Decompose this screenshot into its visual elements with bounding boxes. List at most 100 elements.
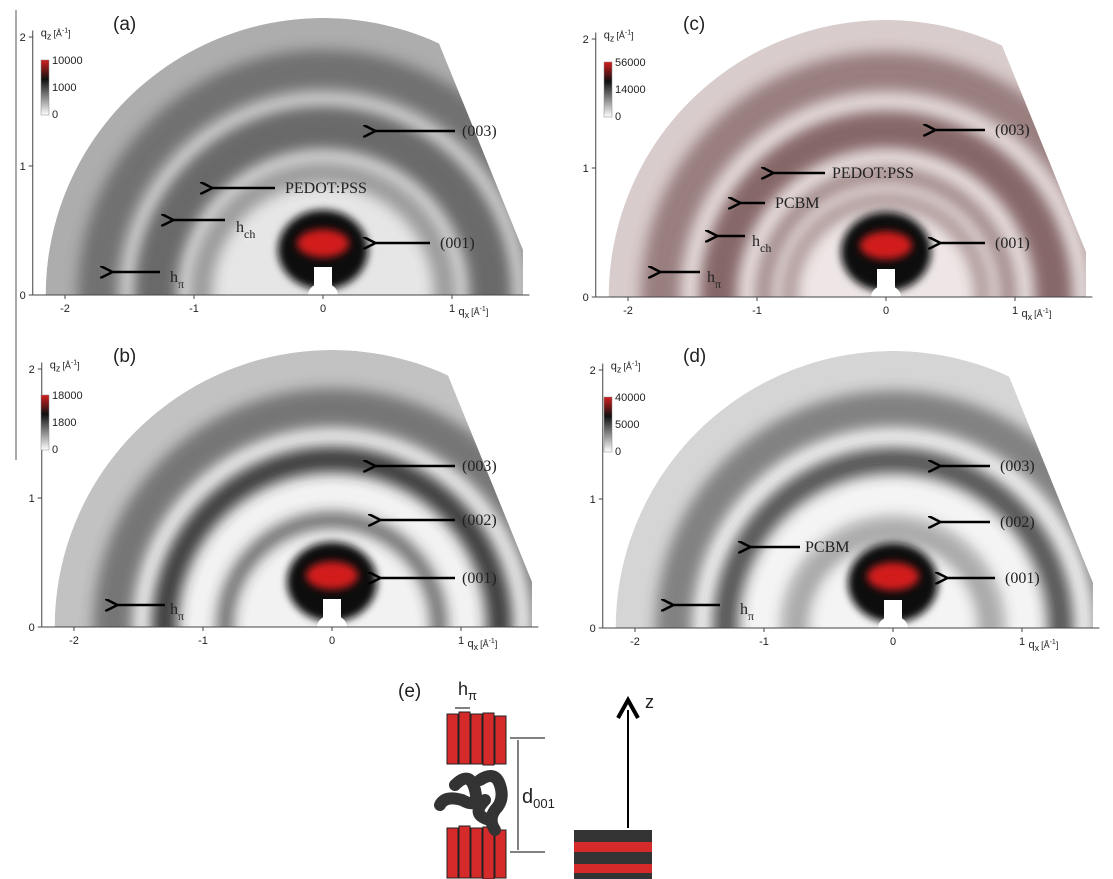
unit-exp: -1 [480, 306, 486, 313]
q-sub: x [474, 642, 479, 652]
z-arrow [616, 695, 640, 719]
annotation-text: (003) [1000, 458, 1035, 475]
d: d [522, 786, 533, 808]
unit-close: ] [68, 29, 71, 39]
colorbar [40, 394, 50, 451]
unit: [Å [1041, 640, 1050, 650]
q: q [604, 30, 610, 42]
unit-exp: -1 [625, 30, 631, 37]
annotation-text: h [707, 269, 715, 286]
z-label: z [645, 692, 654, 712]
x-tick-label: -1 [759, 636, 769, 648]
y-tick-label: 2 [20, 32, 26, 44]
annotation: (001) [995, 235, 1030, 252]
h-label: hπ [458, 679, 477, 703]
annotation: (001) [1005, 570, 1040, 587]
scattering-pattern [615, 350, 1093, 628]
annotation: hch [236, 219, 255, 241]
annotation-sub: π [178, 277, 184, 291]
colorbar-label: 14000 [615, 84, 646, 96]
axis-label: qx [Å-1] [1028, 639, 1058, 653]
panel-label: (c) [683, 14, 705, 35]
annotation-text: h [170, 601, 178, 618]
annotation-text: h [740, 601, 748, 618]
colorbar-label: 0 [52, 444, 58, 456]
q: q [611, 361, 617, 373]
q: q [1028, 639, 1034, 651]
chains [434, 770, 508, 836]
x-tick-label: 1 [458, 635, 464, 647]
x-tick-label: -2 [60, 303, 70, 315]
beamstop-base [878, 616, 908, 628]
x-tick-label: 0 [329, 635, 335, 647]
axis-label: qz [Å-1] [50, 360, 80, 374]
annotation: (003) [462, 123, 497, 140]
spot [860, 231, 912, 260]
q: q [458, 306, 464, 318]
unit-close: ] [495, 639, 498, 649]
colorbar-label: 0 [615, 446, 621, 458]
annotation: hπ [707, 269, 721, 291]
annotation: (001) [440, 235, 475, 252]
axis-label: qz [Å-1] [604, 30, 634, 44]
annotation: PEDOT:PSS [832, 165, 914, 182]
x-tick-label: 0 [320, 303, 326, 315]
stack-top [446, 711, 507, 766]
panel-label: (a) [113, 14, 136, 35]
annotation-text: (003) [462, 123, 497, 140]
annotation-text: (002) [1000, 514, 1035, 531]
ring [640, 51, 1086, 297]
colorbar-label: 0 [615, 111, 621, 123]
axis-label: qz [Å-1] [41, 28, 71, 42]
d-label: d001 [522, 786, 555, 811]
q-sub: z [47, 32, 52, 42]
annotation: (002) [462, 512, 497, 529]
annotation-text: PCBM [805, 539, 849, 556]
annotation-text: PEDOT:PSS [832, 165, 914, 182]
unit: [Å [471, 307, 480, 317]
annotation: (003) [995, 122, 1030, 139]
y-tick-label: 1 [20, 161, 26, 173]
ring [698, 109, 1074, 297]
unit: [Å [62, 361, 71, 371]
layers [574, 830, 652, 879]
colorbar-label: 5000 [615, 419, 639, 431]
axis-label: qx [Å-1] [458, 306, 488, 320]
annotation: (002) [1000, 514, 1035, 531]
colorbar-label: 0 [52, 109, 58, 121]
y-tick-label: 2 [590, 365, 596, 377]
axis-label: qz [Å-1] [611, 361, 641, 375]
annotation-text: (001) [462, 570, 497, 587]
q-sub: x [465, 310, 470, 320]
q-sub: x [1028, 312, 1033, 322]
q: q [50, 360, 56, 372]
annotation-text: (001) [1005, 570, 1040, 587]
y-tick-label: 2 [29, 364, 35, 376]
panel-label: (b) [113, 346, 136, 367]
annotation: (003) [462, 458, 497, 475]
q: q [41, 28, 47, 40]
x-tick-label: 1 [1019, 636, 1025, 648]
unit-exp: -1 [489, 638, 495, 645]
q: q [467, 638, 473, 650]
colorbar-label: 40000 [615, 392, 646, 404]
spot [867, 562, 919, 591]
scattering-pattern [54, 349, 532, 627]
colorbar-label: 56000 [615, 57, 646, 69]
unit-close: ] [638, 362, 641, 372]
annotation: (001) [462, 570, 497, 587]
colorbar [603, 61, 613, 118]
q-sub: z [610, 34, 615, 44]
annotation-text: h [752, 233, 760, 250]
x-tick-label: -2 [69, 635, 79, 647]
annotation: hπ [170, 269, 184, 291]
spot [306, 561, 358, 590]
unit-close: ] [1056, 640, 1059, 650]
unit-exp: -1 [632, 361, 638, 368]
x-tick-label: 1 [449, 303, 455, 315]
scattering-pattern [608, 19, 1086, 297]
